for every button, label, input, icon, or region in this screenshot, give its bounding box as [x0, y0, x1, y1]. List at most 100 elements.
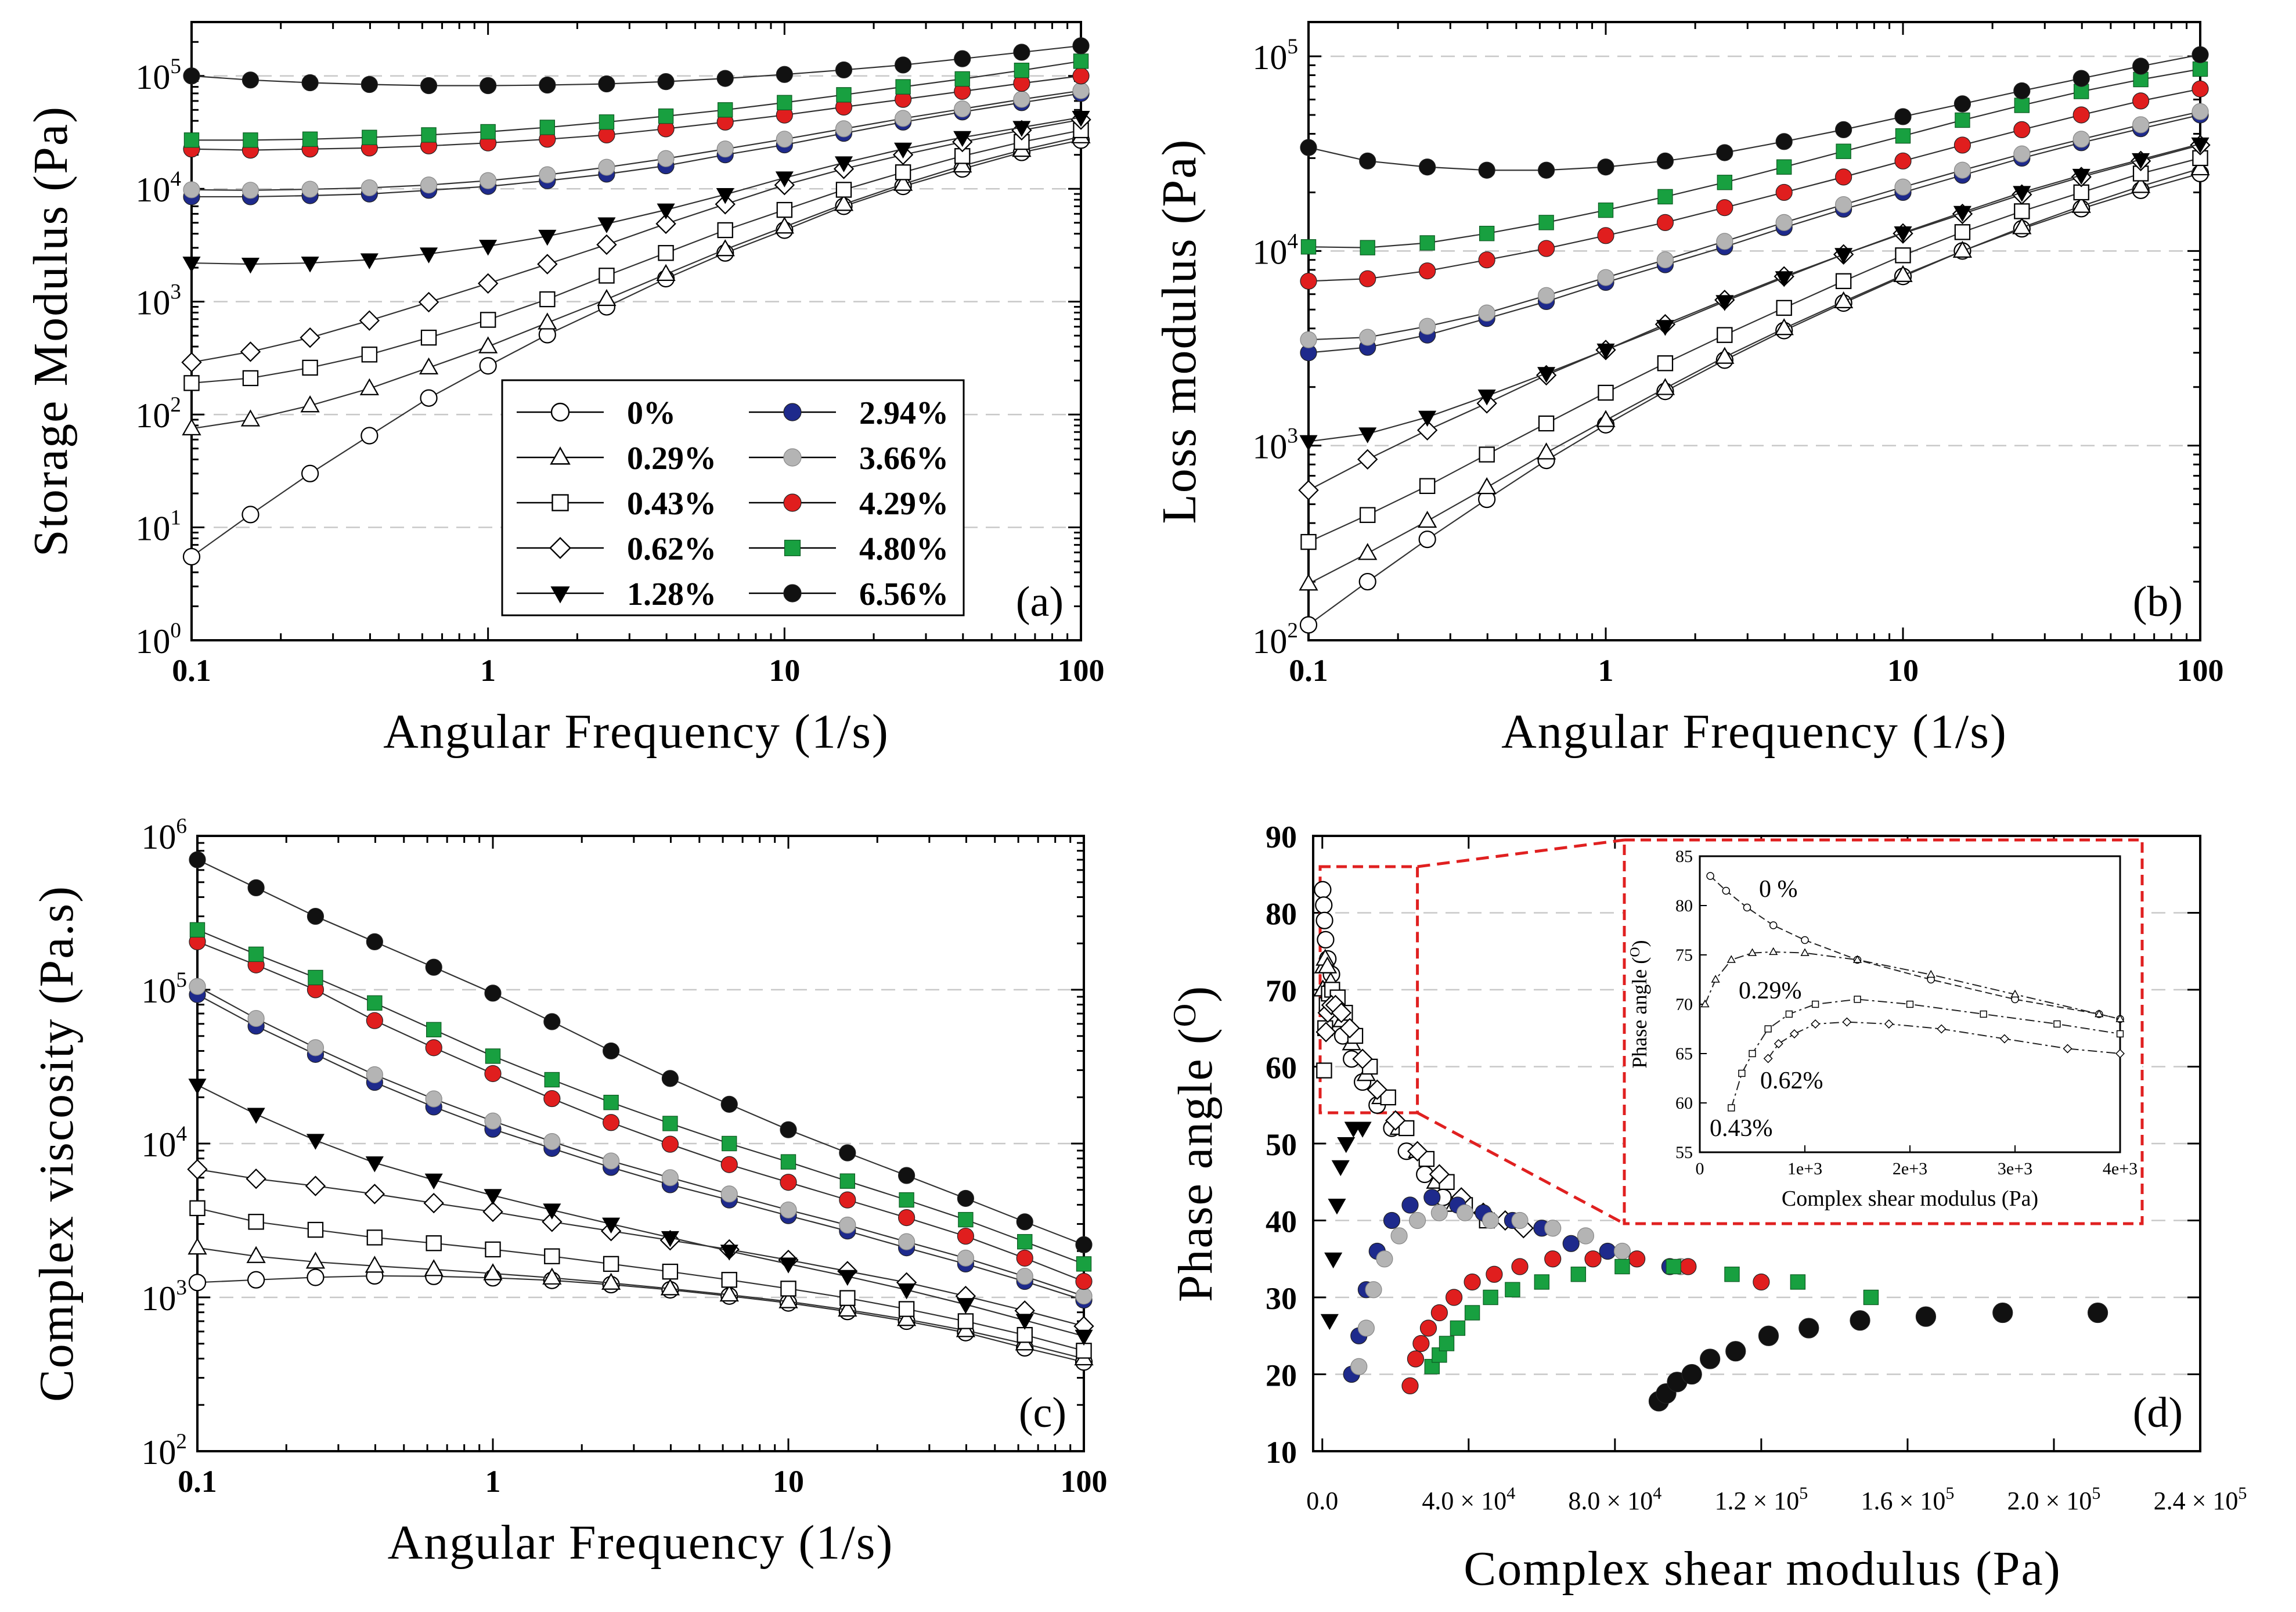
data-point-4-80pct-12: [895, 79, 911, 95]
data-point-6-56pct-1: [247, 879, 265, 896]
data-point-6-56pct-10: [776, 66, 793, 83]
series-line-1-28pct: [1308, 143, 2201, 442]
data-point-1-28pct-5: [479, 240, 498, 256]
data-point-3-66pct-14: [1016, 1268, 1033, 1285]
data-point-6-56pct-1: [1359, 152, 1376, 170]
data-point-0-43pct-1: [248, 1214, 264, 1230]
data-point-0-62pct-8: [1385, 1110, 1406, 1131]
data-point-4-29pct-4: [425, 1039, 442, 1056]
series-4-29pct: [1300, 80, 2209, 290]
inset-point-0-62pct-5: [1884, 1019, 1894, 1029]
x-tick-label-100: 100: [2177, 653, 2224, 688]
data-point-1-28pct-9: [1834, 248, 1853, 264]
panel-label: (a): [1016, 578, 1064, 626]
inset-point-0-pct-3: [1769, 921, 1778, 929]
data-point-0-29pct-7: [601, 1272, 621, 1290]
data-point-1-28pct-11: [838, 1270, 857, 1286]
series-group: [181, 37, 1091, 566]
inset-point-0-29pct-4: [1769, 947, 1778, 955]
data-point-0-43pct-0: [183, 375, 200, 391]
data-point-2-94pct-5: [1401, 1196, 1419, 1214]
inset-series-line-0-29pct: [1704, 951, 2121, 1020]
data-point-6-56pct-3: [1478, 161, 1495, 179]
data-point-0-43pct-6: [1657, 355, 1674, 372]
data-point-3-66pct-7: [598, 158, 615, 176]
data-point-6-56pct-10: [780, 1121, 797, 1138]
data-point-0-29pct-3: [1477, 477, 1497, 495]
data-point-4-80pct-3: [1450, 1320, 1466, 1336]
series-1-28pct: [188, 1079, 1093, 1346]
inset-point-0-62pct-7: [1999, 1034, 2009, 1044]
panel-b: 0.1 1 10 100 102 103 104 105 Angular Frequency (…: [1152, 21, 2224, 759]
data-point-4-29pct-2: [1412, 1335, 1430, 1353]
data-point-4-29pct-7: [1716, 199, 1733, 217]
data-point-4-29pct-1: [1359, 270, 1376, 287]
data-point-3-66pct-0: [189, 978, 206, 995]
series-2-94pct: [183, 85, 1090, 205]
data-point-4-80pct-2: [302, 131, 318, 147]
data-point-3-66pct-7: [1456, 1204, 1474, 1221]
data-point-0pct-5: [479, 357, 497, 375]
series-line-4-80pct: [197, 929, 1084, 1265]
legend-marker-2-94pct: [783, 403, 802, 421]
data-point-0-29pct-9: [1833, 291, 1854, 309]
data-point-0-62pct-7: [1367, 1079, 1387, 1100]
series-line-0-43pct: [197, 1207, 1084, 1351]
data-point-0-43pct-7: [1717, 327, 1733, 343]
inset-y-tick-label-55: 55: [1675, 1143, 1693, 1162]
data-point-1-28pct-3: [365, 1156, 384, 1173]
data-point-0-29pct-0: [1299, 574, 1318, 591]
data-point-4-29pct-2: [1419, 262, 1436, 280]
inset-x-tick-label-2: 2e+3: [1893, 1159, 1927, 1178]
data-point-3-66pct-3: [1478, 304, 1495, 322]
data-point-4-29pct-9: [1835, 168, 1852, 186]
inset-point-0-43pct-6: [1854, 996, 1861, 1003]
data-point-0-43pct-5: [485, 1241, 501, 1258]
series-4-80pct: [1300, 61, 2208, 255]
series-line-0-43pct: [1308, 157, 2201, 543]
series-line-1-28pct: [191, 116, 1082, 265]
data-point-0-29pct-10: [778, 1291, 798, 1308]
data-point-0-43pct-0: [189, 1200, 206, 1217]
data-point-6-56pct-8: [1775, 133, 1793, 150]
data-point-4-29pct-0: [1300, 272, 1317, 290]
series-line-4-29pct: [1308, 88, 2201, 282]
data-point-6-56pct-5: [1597, 158, 1614, 176]
legend-entry-4-80pct: 4.80%: [749, 531, 949, 567]
data-point-4-80pct-13: [958, 1211, 974, 1228]
data-point-1-28pct-12: [2013, 186, 2031, 202]
data-point-6-56pct-12: [898, 1167, 915, 1184]
data-point-4-29pct-0: [1401, 1377, 1419, 1394]
data-point-0-43pct-9: [1380, 1089, 1396, 1106]
data-point-6-56pct-4: [1538, 161, 1555, 179]
data-point-0-29pct-6: [538, 312, 557, 330]
data-point-4-29pct-3: [1419, 1319, 1437, 1337]
data-point-6-56pct-2: [307, 907, 325, 925]
data-point-0-62pct-5: [477, 273, 499, 294]
data-point-6-56pct-1: [242, 71, 259, 89]
data-point-4-29pct-9: [720, 1156, 738, 1173]
series-1-28pct: [1320, 1121, 1372, 1330]
data-point-4-80pct-5: [1483, 1289, 1498, 1306]
data-point-0-29pct-13: [2071, 196, 2091, 213]
data-point-6-56pct-0: [1300, 139, 1317, 156]
y-tick-label-10e3: 103: [1252, 424, 1298, 466]
data-point-1-28pct-12: [898, 1283, 916, 1300]
inset-series-0-29pct: [1700, 947, 2125, 1022]
data-point-1-28pct-10: [775, 171, 794, 187]
data-point-3-66pct-15: [1072, 82, 1090, 99]
data-point-0pct-1: [242, 506, 259, 524]
data-point-0-62pct-3: [359, 310, 380, 331]
data-point-1-28pct-0: [182, 257, 201, 273]
y-tick-label-10e0: 100: [135, 619, 181, 661]
inset-y-tick-label-80: 80: [1675, 896, 1693, 915]
data-point-4-29pct-8: [1511, 1258, 1529, 1275]
data-point-6-56pct-2: [1419, 158, 1436, 176]
series-line-6-56pct: [1308, 54, 2201, 171]
data-point-4-29pct-1: [1407, 1350, 1425, 1368]
data-point-6-56pct-15: [2192, 46, 2209, 63]
inset-y-tick-label-75: 75: [1675, 946, 1693, 965]
data-point-1-28pct-9: [716, 188, 734, 204]
data-point-0pct-2: [1418, 531, 1436, 549]
